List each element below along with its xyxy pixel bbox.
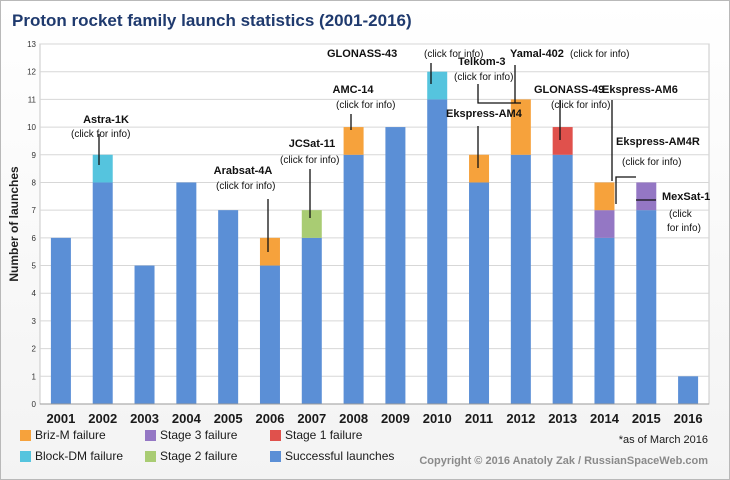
y-tick-label: 8 — [32, 178, 37, 187]
bar-segment — [594, 237, 615, 404]
bar-segment — [469, 182, 490, 404]
annotation-note: (click for info) — [280, 155, 339, 166]
y-tick-label: 13 — [27, 40, 36, 49]
y-tick-label: 3 — [32, 317, 37, 326]
bar-segment — [343, 154, 364, 404]
x-tick-label: 2013 — [548, 411, 577, 426]
x-tick-label: 2009 — [381, 411, 410, 426]
y-tick-label: 0 — [32, 400, 37, 409]
bar-segment — [301, 210, 322, 238]
annotation-note: (click for info) — [622, 157, 681, 168]
annotation-label: Ekspress-AM4 — [446, 108, 523, 120]
bar-segment — [510, 154, 531, 404]
bar-segment — [678, 376, 699, 404]
y-tick-label: 5 — [32, 262, 37, 271]
bar-segment — [50, 237, 71, 404]
y-tick-label: 12 — [27, 68, 36, 77]
annotation-note: for info) — [667, 223, 701, 234]
bar-segment — [552, 154, 573, 404]
x-tick-label: 2001 — [46, 411, 75, 426]
legend-swatch — [20, 451, 31, 462]
chart-title: Proton rocket family launch statistics (… — [12, 11, 412, 30]
footnote: *as of March 2016 — [619, 434, 708, 446]
x-tick-label: 2008 — [339, 411, 368, 426]
bar-segment — [134, 265, 155, 404]
x-tick-label: 2007 — [297, 411, 326, 426]
legend-label: Stage 1 failure — [285, 428, 363, 442]
legend-swatch — [270, 451, 281, 462]
legend-swatch — [145, 430, 156, 441]
y-tick-label: 9 — [32, 151, 37, 160]
y-tick-label: 2 — [32, 345, 37, 354]
x-tick-label: 2002 — [88, 411, 117, 426]
copyright-notice: Copyright © 2016 Anatoly Zak / RussianSp… — [419, 455, 708, 467]
y-tick-label: 7 — [32, 206, 37, 215]
bar-segment — [343, 127, 364, 155]
legend-label: Stage 2 failure — [160, 449, 238, 463]
legend-swatch — [145, 451, 156, 462]
x-tick-label: 2012 — [506, 411, 535, 426]
annotation-label: MexSat-1 — [662, 191, 710, 203]
bar-segment — [510, 99, 531, 155]
legend-label: Block-DM failure — [35, 449, 123, 463]
bar-segment — [259, 237, 280, 266]
annotation-label: GLONASS-43 — [327, 48, 397, 60]
annotation-label: Arabsat-4A — [214, 165, 273, 177]
annotation-note: (click for info) — [570, 49, 629, 60]
legend-label: Stage 3 failure — [160, 428, 238, 442]
annotation-note: (click for info) — [424, 49, 483, 60]
annotation-note: (click for info) — [551, 100, 610, 111]
bar-segment — [427, 71, 448, 100]
x-tick-label: 2014 — [590, 411, 620, 426]
annotation-label: AMC-14 — [333, 84, 375, 96]
x-tick-label: 2015 — [632, 411, 661, 426]
annotation-label: JCSat-11 — [289, 138, 335, 150]
bar-segment — [385, 127, 406, 405]
bar-segment — [92, 154, 113, 183]
bar-segment — [259, 265, 280, 404]
bar-segment — [427, 99, 448, 404]
legend-swatch — [270, 430, 281, 441]
y-tick-label: 4 — [32, 289, 37, 298]
annotation-label: Yamal-402 — [510, 48, 564, 60]
bar-segment — [92, 182, 113, 404]
y-tick-label: 6 — [32, 234, 37, 243]
y-tick-label: 10 — [27, 123, 36, 132]
annotation-label: Telkom-3 — [458, 56, 505, 68]
annotation-label: Ekspress-AM6 — [602, 84, 678, 96]
y-tick-label: 1 — [32, 372, 37, 381]
bar-segment — [301, 237, 322, 404]
x-tick-label: 2016 — [674, 411, 703, 426]
legend-swatch — [20, 430, 31, 441]
annotation-note: (click for info) — [216, 181, 275, 192]
annotation-leader-line — [615, 176, 636, 204]
bar-segment — [594, 182, 615, 211]
bar-segment — [176, 182, 197, 404]
x-tick-label: 2011 — [465, 411, 493, 426]
x-tick-label: 2006 — [256, 411, 285, 426]
x-tick-label: 2010 — [423, 411, 452, 426]
annotation-label: GLONASS-49 — [534, 84, 604, 96]
annotation-note: (click — [669, 209, 693, 220]
legend-label: Briz-M failure — [35, 428, 106, 442]
bar-segment — [218, 210, 239, 404]
annotation-label: Ekspress-AM4R — [616, 136, 700, 148]
annotation-label: Astra-1K — [83, 114, 129, 126]
bar-segment — [636, 182, 657, 211]
bar-segment — [594, 210, 615, 238]
x-tick-label: 2003 — [130, 411, 159, 426]
y-axis-label: Number of launches — [7, 166, 21, 282]
annotation-note: (click for info) — [336, 100, 395, 111]
annotation-leader-line — [477, 84, 521, 104]
bar-segment — [469, 154, 490, 183]
bar-segment — [552, 127, 573, 155]
bar-segment — [636, 210, 657, 404]
x-tick-label: 2004 — [172, 411, 202, 426]
annotation-note: (click for info) — [71, 129, 130, 140]
annotation-note: (click for info) — [454, 72, 513, 83]
y-tick-label: 11 — [28, 95, 37, 104]
x-tick-label: 2005 — [214, 411, 243, 426]
legend-label: Successful launches — [285, 449, 394, 463]
